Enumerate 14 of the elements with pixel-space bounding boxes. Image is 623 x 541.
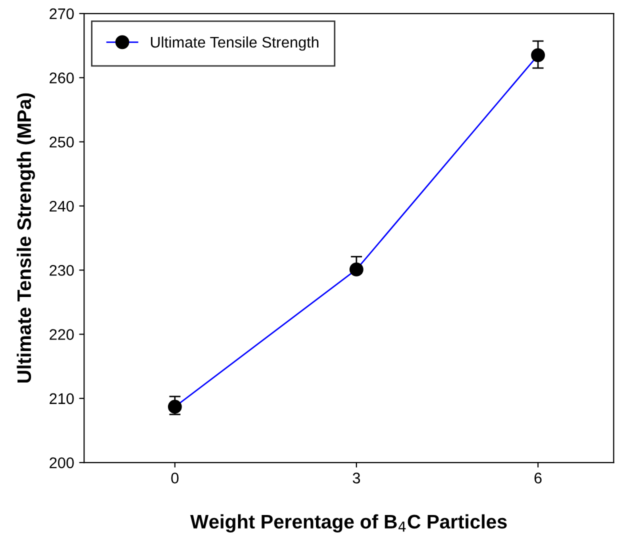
x-axis-title: Weight Perentage of B$_{4}$C Particles	[190, 514, 507, 533]
y-tick-label: 250	[50, 136, 74, 148]
y-tick-label: 270	[50, 8, 74, 20]
y-axis-title: Ultimate Tensile Strength (MPa)	[16, 93, 36, 383]
x-tick-label: 6	[534, 472, 542, 484]
y-tick-label: 260	[50, 72, 74, 84]
x-tick-label: 0	[171, 472, 179, 484]
y-tick-label: 220	[50, 329, 74, 340]
legend-label: Ultimate Tensile Strength	[150, 36, 318, 51]
y-tick-label: 210	[50, 393, 74, 404]
y-tick-label: 240	[50, 200, 74, 212]
y-tick-label: 230	[50, 264, 74, 276]
y-tick-label: 200	[50, 457, 74, 468]
x-tick-label: 3	[352, 472, 360, 484]
